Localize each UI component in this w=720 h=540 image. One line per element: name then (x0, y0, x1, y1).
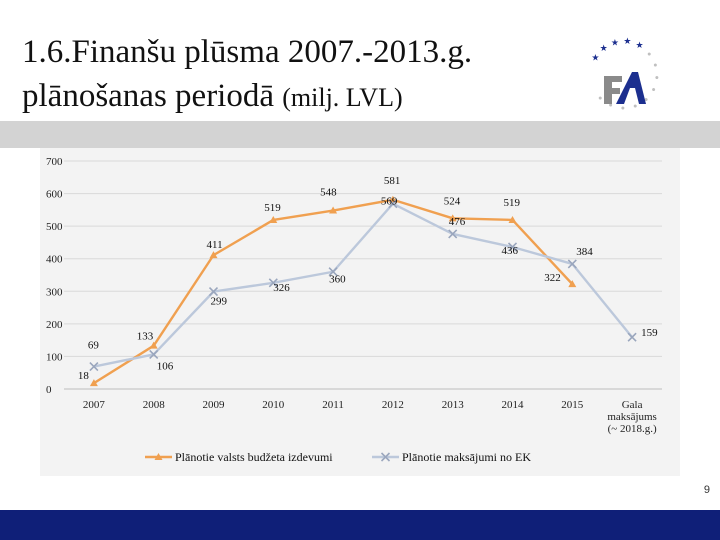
y-tick-label: 0 (46, 384, 52, 396)
legend-label: Plānotie valsts budžeta izdevumi (175, 450, 333, 464)
title-line-2: plānošanas periodā (22, 78, 274, 114)
legend-label: Plānotie maksājumi no EK (402, 450, 531, 464)
y-tick-label: 300 (46, 286, 63, 298)
x-tick-label: 2007 (83, 399, 106, 411)
data-label: 326 (273, 282, 290, 294)
x-tick-label: Gala maksājums (~ 2018.g.) (607, 399, 657, 435)
marker-ec (268, 278, 278, 288)
marker-ec (208, 287, 219, 297)
logo-star: ★ (591, 53, 599, 63)
logo-dot: ● (644, 96, 648, 104)
logo-dot: ● (633, 102, 637, 110)
marker-budget (448, 214, 457, 222)
data-label: 106 (157, 360, 174, 372)
marker-budget (89, 379, 98, 387)
data-label: 476 (449, 216, 466, 228)
x-tick-label: 2010 (262, 399, 285, 411)
data-label: 133 (137, 331, 154, 343)
ministry-logo: ★★★ ★ ★●●●●●●●●● (591, 36, 659, 112)
logo-dot: ● (647, 50, 651, 58)
marker-ec (89, 361, 99, 372)
marker-ec (328, 267, 338, 277)
marker-budget (508, 215, 517, 223)
x-tick-label: 2009 (203, 399, 226, 411)
legend-marker (154, 453, 163, 460)
footer-bar (0, 510, 720, 540)
logo-star: ★ (623, 36, 631, 46)
logo-star: ★ (600, 43, 608, 53)
x-tick-label: 2011 (322, 399, 344, 411)
data-label: 299 (211, 296, 228, 308)
marker-budget (329, 206, 338, 214)
x-tick-label: 2014 (502, 399, 525, 411)
logo-star: ★ (611, 37, 619, 47)
data-label: 581 (384, 175, 401, 187)
marker-budget (209, 251, 218, 259)
logo-dot: ● (598, 94, 602, 102)
series-line-2 (93, 202, 634, 368)
marker-ec (567, 259, 577, 269)
x-tick-label: 2008 (143, 399, 166, 411)
x-tick-label: 2015 (561, 399, 584, 411)
logo-dot: ● (655, 73, 659, 81)
x-tick-label: 2012 (382, 399, 404, 411)
data-label: 519 (264, 202, 281, 214)
logo-dot: ● (621, 104, 625, 112)
marker-budget (568, 280, 577, 288)
chart-area (40, 148, 680, 476)
marker-budget (149, 341, 158, 349)
header-band (0, 121, 720, 148)
slide-title: 1.6.Finanšu plūsma 2007.-2013.g. plānoša… (22, 30, 562, 120)
y-tick-label: 500 (46, 221, 63, 233)
logo-star: ★ (635, 40, 643, 50)
logo-dot: ● (608, 101, 612, 109)
data-label: 411 (207, 239, 223, 251)
legend-marker (380, 452, 391, 462)
logo-dot: ● (653, 61, 657, 69)
data-label: 436 (502, 245, 519, 257)
data-label: 18 (78, 370, 90, 382)
data-label: 384 (576, 246, 593, 258)
x-tick-label: 2013 (442, 399, 465, 411)
y-tick-label: 200 (46, 319, 63, 331)
data-label: 360 (329, 274, 346, 286)
marker-ec (448, 229, 458, 239)
y-tick-label: 100 (46, 351, 63, 363)
y-tick-label: 400 (46, 254, 63, 266)
marker-ec (507, 242, 518, 252)
marker-ec (388, 199, 398, 209)
data-label: 159 (641, 327, 658, 339)
data-label: 524 (444, 195, 461, 207)
logo-dot: ● (652, 85, 656, 93)
y-tick-label: 600 (46, 189, 63, 201)
marker-budget (269, 215, 278, 223)
title-line-1: 1.6.Finanšu plūsma 2007.-2013.g. (22, 34, 473, 70)
marker-ec (149, 349, 159, 360)
y-tick-label: 700 (46, 156, 63, 168)
data-label: 69 (88, 340, 100, 352)
data-label: 548 (320, 187, 337, 199)
title-unit: (milj. LVL) (282, 83, 403, 112)
data-label: 519 (504, 197, 521, 209)
data-label: 322 (544, 272, 561, 284)
marker-ec (627, 332, 637, 342)
data-label: 569 (381, 196, 398, 208)
page-number: 9 (703, 484, 710, 496)
